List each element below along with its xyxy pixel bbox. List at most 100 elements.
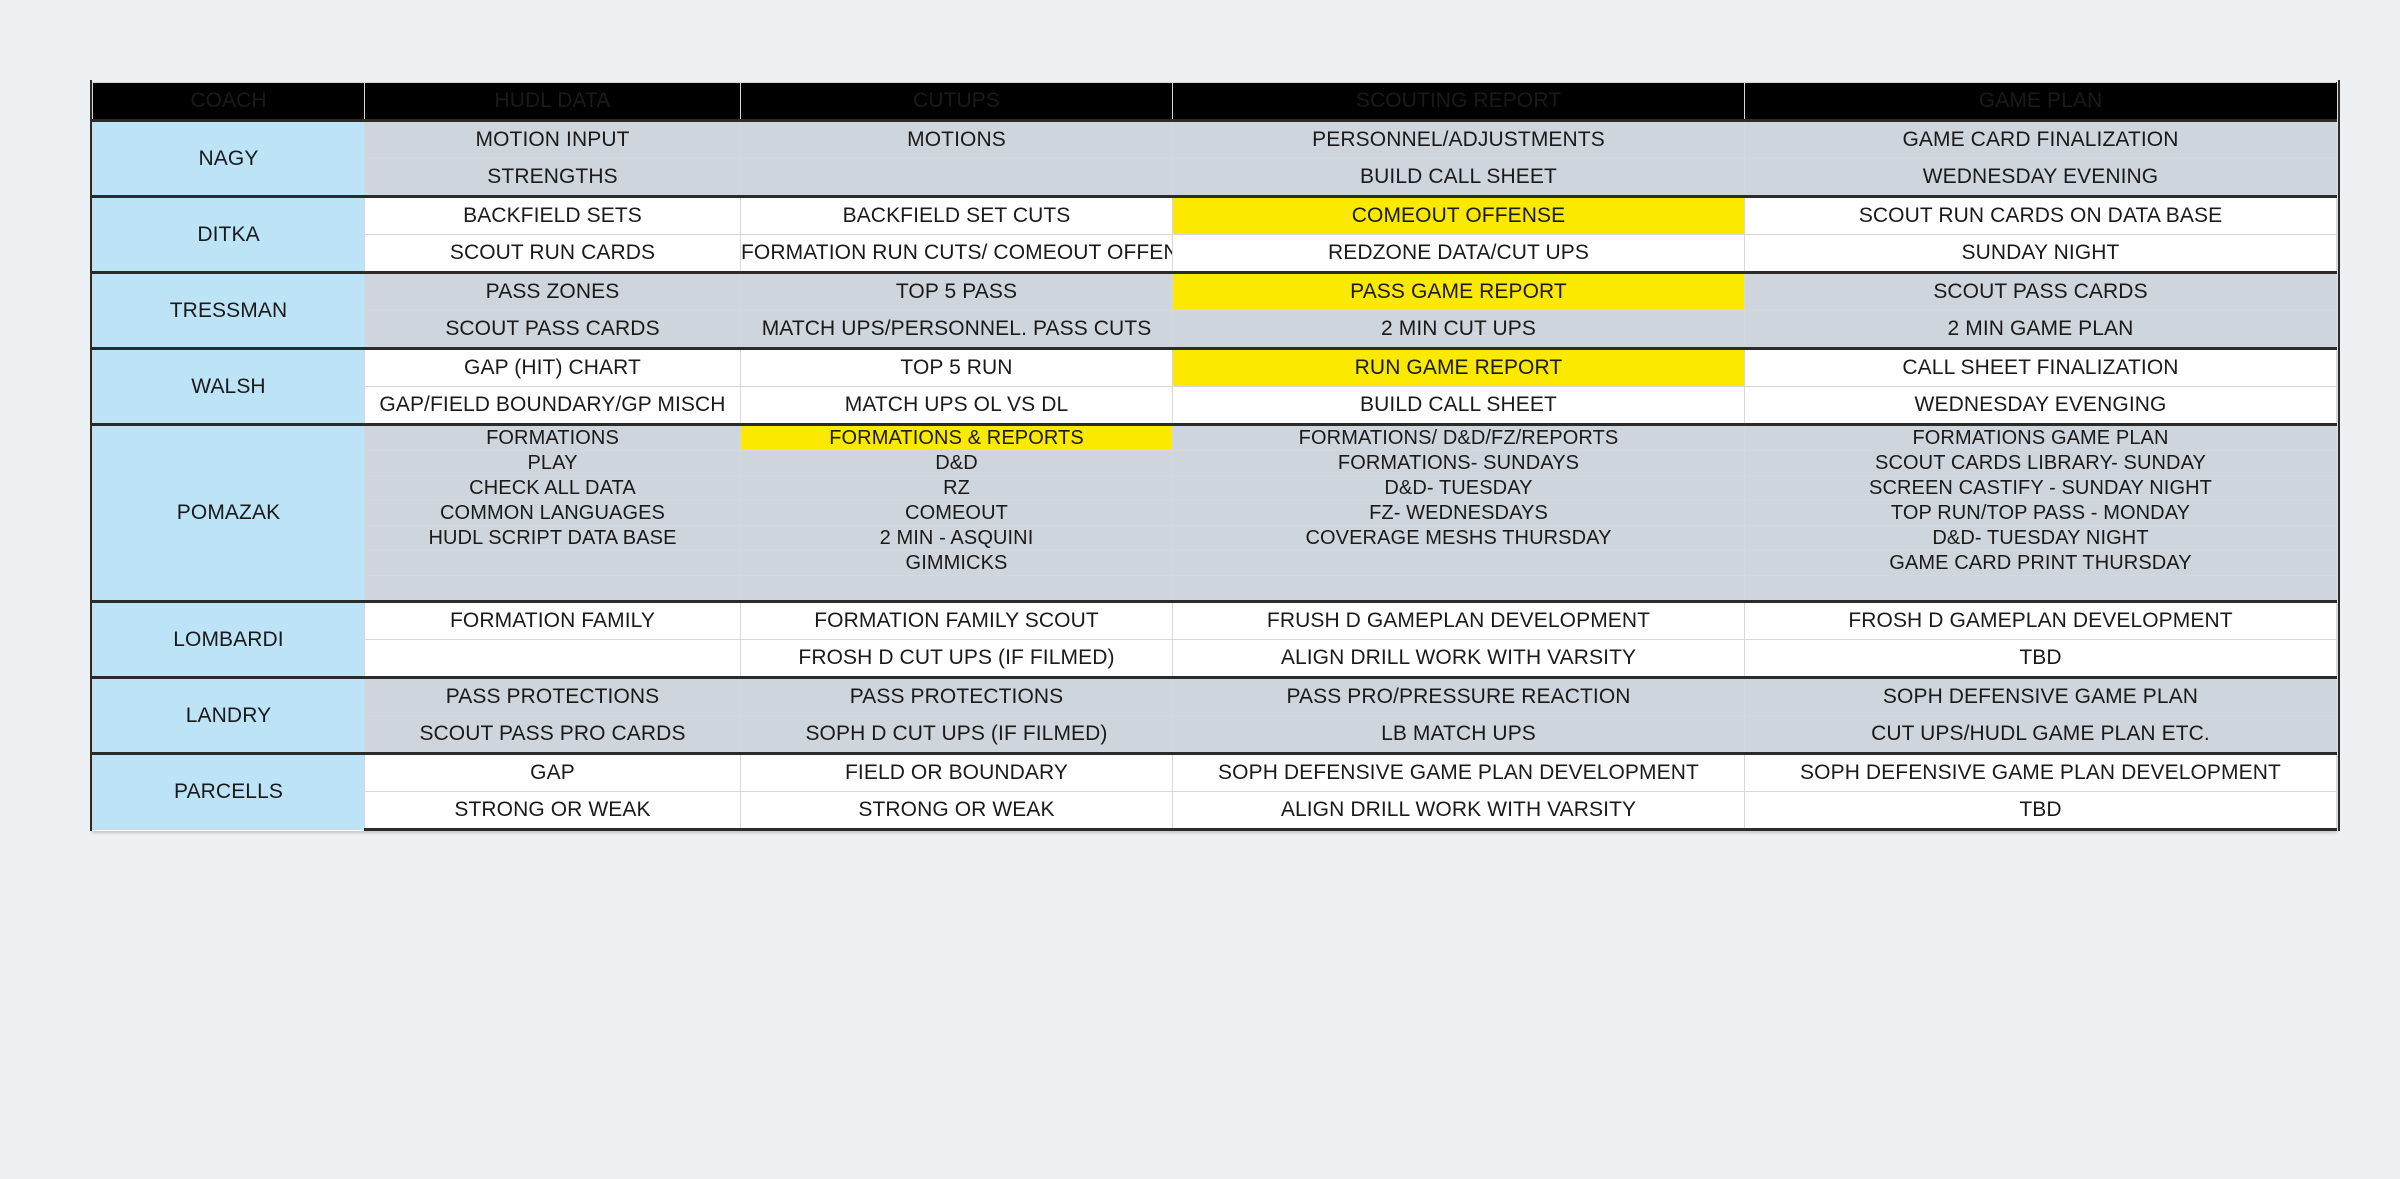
cell-scout[interactable]: FORMATIONS/ D&D/FZ/REPORTS [1172, 423, 1745, 451]
coach-name-cell[interactable]: LOMBARDI [92, 600, 365, 678]
cell-plan[interactable]: CALL SHEET FINALIZATION [1744, 347, 2337, 387]
cell-cutups[interactable]: BACKFIELD SET CUTS [740, 195, 1173, 235]
cell-plan[interactable]: SCOUT PASS CARDS [1744, 271, 2337, 311]
cell-cutups[interactable] [740, 158, 1173, 197]
cell-cutups[interactable]: FORMATIONS & REPORTS [740, 423, 1173, 451]
cell-hudl[interactable]: PLAY [364, 450, 741, 476]
cell-hudl[interactable]: SCOUT PASS CARDS [364, 310, 741, 349]
cell-cutups[interactable]: SOPH D CUT UPS (IF FILMED) [740, 715, 1173, 754]
cell-cutups[interactable]: MATCH UPS OL VS DL [740, 386, 1173, 425]
cell-cutups[interactable]: 2 MIN - ASQUINI [740, 525, 1173, 551]
coach-name-cell[interactable]: WALSH [92, 347, 365, 425]
coach-name-cell[interactable]: DITKA [92, 195, 365, 273]
coach-name-cell[interactable]: TRESSMAN [92, 271, 365, 349]
cell-scout[interactable] [1172, 550, 1745, 576]
cell-hudl[interactable]: STRONG OR WEAK [364, 791, 741, 831]
table-row: HUDL SCRIPT DATA BASE 2 MIN - ASQUINI COVE… [93, 525, 2337, 551]
cell-cutups[interactable]: MOTIONS [740, 119, 1173, 159]
cell-hudl[interactable]: GAP (HIT) CHART [364, 347, 741, 387]
cell-plan[interactable]: GAME CARD PRINT THURSDAY [1744, 550, 2337, 576]
cell-scout[interactable]: D&D- TUESDAY [1172, 475, 1745, 501]
cell-scout[interactable]: REDZONE DATA/CUT UPS [1172, 234, 1745, 273]
cell-plan[interactable]: TOP RUN/TOP PASS - MONDAY [1744, 500, 2337, 526]
cell-hudl[interactable]: SCOUT RUN CARDS [364, 234, 741, 273]
column-header-hudl[interactable]: HUDL DATA [364, 82, 741, 121]
cell-cutups[interactable]: FIELD OR BOUNDARY [740, 752, 1173, 792]
cell-scout[interactable]: LB MATCH UPS [1172, 715, 1745, 754]
cell-cutups[interactable]: FORMATION RUN CUTS/ COMEOUT OFFENSE [740, 234, 1173, 273]
cell-plan[interactable]: WEDNESDAY EVENGING [1744, 386, 2337, 425]
cell-hudl[interactable]: MOTION INPUT [364, 119, 741, 159]
cell-scout[interactable] [1172, 575, 1745, 602]
cell-hudl[interactable]: SCOUT PASS PRO CARDS [364, 715, 741, 754]
cell-cutups[interactable] [740, 575, 1173, 602]
cell-plan[interactable]: SUNDAY NIGHT [1744, 234, 2337, 273]
cell-cutups[interactable]: FORMATION FAMILY SCOUT [740, 600, 1173, 640]
cell-plan[interactable]: FORMATIONS GAME PLAN [1744, 423, 2337, 451]
cell-scout[interactable]: SOPH DEFENSIVE GAME PLAN DEVELOPMENT [1172, 752, 1745, 792]
cell-plan[interactable]: WEDNESDAY EVENING [1744, 158, 2337, 197]
cell-cutups[interactable]: TOP 5 RUN [740, 347, 1173, 387]
coach-name-cell[interactable]: POMAZAK [92, 423, 365, 602]
column-header-cutups[interactable]: CUTUPS [740, 82, 1173, 121]
cell-hudl[interactable]: PASS ZONES [364, 271, 741, 311]
cell-cutups[interactable]: MATCH UPS/PERSONNEL. PASS CUTS [740, 310, 1173, 349]
cell-hudl[interactable]: GAP [364, 752, 741, 792]
cell-plan[interactable]: TBD [1744, 791, 2337, 831]
cell-hudl[interactable]: HUDL SCRIPT DATA BASE [364, 525, 741, 551]
cell-scout[interactable]: ALIGN DRILL WORK WITH VARSITY [1172, 639, 1745, 678]
cell-scout[interactable]: RUN GAME REPORT [1172, 347, 1745, 387]
cell-hudl[interactable] [364, 550, 741, 576]
cell-scout[interactable]: FRUSH D GAMEPLAN DEVELOPMENT [1172, 600, 1745, 640]
cell-plan[interactable]: GAME CARD FINALIZATION [1744, 119, 2337, 159]
cell-hudl[interactable]: FORMATION FAMILY [364, 600, 741, 640]
column-header-plan[interactable]: GAME PLAN [1744, 82, 2337, 121]
coach-name-cell[interactable]: NAGY [92, 119, 365, 197]
cell-cutups[interactable]: PASS PROTECTIONS [740, 676, 1173, 716]
cell-hudl[interactable]: FORMATIONS [364, 423, 741, 451]
cell-scout[interactable]: PASS GAME REPORT [1172, 271, 1745, 311]
cell-hudl[interactable] [364, 575, 741, 602]
cell-scout[interactable]: COMEOUT OFFENSE [1172, 195, 1745, 235]
cell-plan[interactable]: SCOUT RUN CARDS ON DATA BASE [1744, 195, 2337, 235]
cell-cutups[interactable]: D&D [740, 450, 1173, 476]
cell-cutups[interactable]: TOP 5 PASS [740, 271, 1173, 311]
cell-cutups[interactable]: STRONG OR WEAK [740, 791, 1173, 831]
cell-scout[interactable]: PERSONNEL/ADJUSTMENTS [1172, 119, 1745, 159]
coach-name-cell[interactable]: LANDRY [92, 676, 365, 754]
cell-scout[interactable]: FZ- WEDNESDAYS [1172, 500, 1745, 526]
cell-cutups[interactable]: COMEOUT [740, 500, 1173, 526]
table-row: FROSH D CUT UPS (IF FILMED) ALIGN DRILL W… [93, 639, 2337, 678]
cell-hudl[interactable]: GAP/FIELD BOUNDARY/GP MISCH [364, 386, 741, 425]
cell-plan[interactable]: TBD [1744, 639, 2337, 678]
column-header-coach[interactable]: COACH [92, 82, 365, 121]
cell-scout[interactable]: BUILD CALL SHEET [1172, 158, 1745, 197]
cell-hudl[interactable]: CHECK ALL DATA [364, 475, 741, 501]
cell-hudl[interactable]: PASS PROTECTIONS [364, 676, 741, 716]
cell-hudl[interactable]: STRENGTHS [364, 158, 741, 197]
cell-plan[interactable]: D&D- TUESDAY NIGHT [1744, 525, 2337, 551]
cell-scout[interactable]: 2 MIN CUT UPS [1172, 310, 1745, 349]
column-header-scout[interactable]: SCOUTING REPORT [1172, 82, 1745, 121]
cell-plan[interactable]: SOPH DEFENSIVE GAME PLAN DEVELOPMENT [1744, 752, 2337, 792]
cell-cutups[interactable]: RZ [740, 475, 1173, 501]
cell-plan[interactable]: 2 MIN GAME PLAN [1744, 310, 2337, 349]
cell-scout[interactable]: COVERAGE MESHS THURSDAY [1172, 525, 1745, 551]
cell-scout[interactable]: PASS PRO/PRESSURE REACTION [1172, 676, 1745, 716]
cell-scout[interactable]: FORMATIONS- SUNDAYS [1172, 450, 1745, 476]
cell-scout[interactable]: BUILD CALL SHEET [1172, 386, 1745, 425]
cell-hudl[interactable]: BACKFIELD SETS [364, 195, 741, 235]
cell-cutups[interactable]: FROSH D CUT UPS (IF FILMED) [740, 639, 1173, 678]
cell-hudl[interactable] [364, 639, 741, 678]
cell-cutups[interactable]: GIMMICKS [740, 550, 1173, 576]
cell-plan[interactable]: FROSH D GAMEPLAN DEVELOPMENT [1744, 600, 2337, 640]
cell-plan[interactable]: SCOUT CARDS LIBRARY- SUNDAY [1744, 450, 2337, 476]
coach-name-cell[interactable]: PARCELLS [92, 752, 365, 830]
cell-plan[interactable]: SCREEN CASTIFY - SUNDAY NIGHT [1744, 475, 2337, 501]
cell-hudl[interactable]: COMMON LANGUAGES [364, 500, 741, 526]
cell-scout[interactable]: ALIGN DRILL WORK WITH VARSITY [1172, 791, 1745, 831]
cell-plan[interactable] [1744, 575, 2337, 602]
cell-plan[interactable]: CUT UPS/HUDL GAME PLAN ETC. [1744, 715, 2337, 754]
cell-plan[interactable]: SOPH DEFENSIVE GAME PLAN [1744, 676, 2337, 716]
table-row: TRESSMAN PASS ZONES TOP 5 PASS PASS GAME RE… [92, 271, 2337, 349]
